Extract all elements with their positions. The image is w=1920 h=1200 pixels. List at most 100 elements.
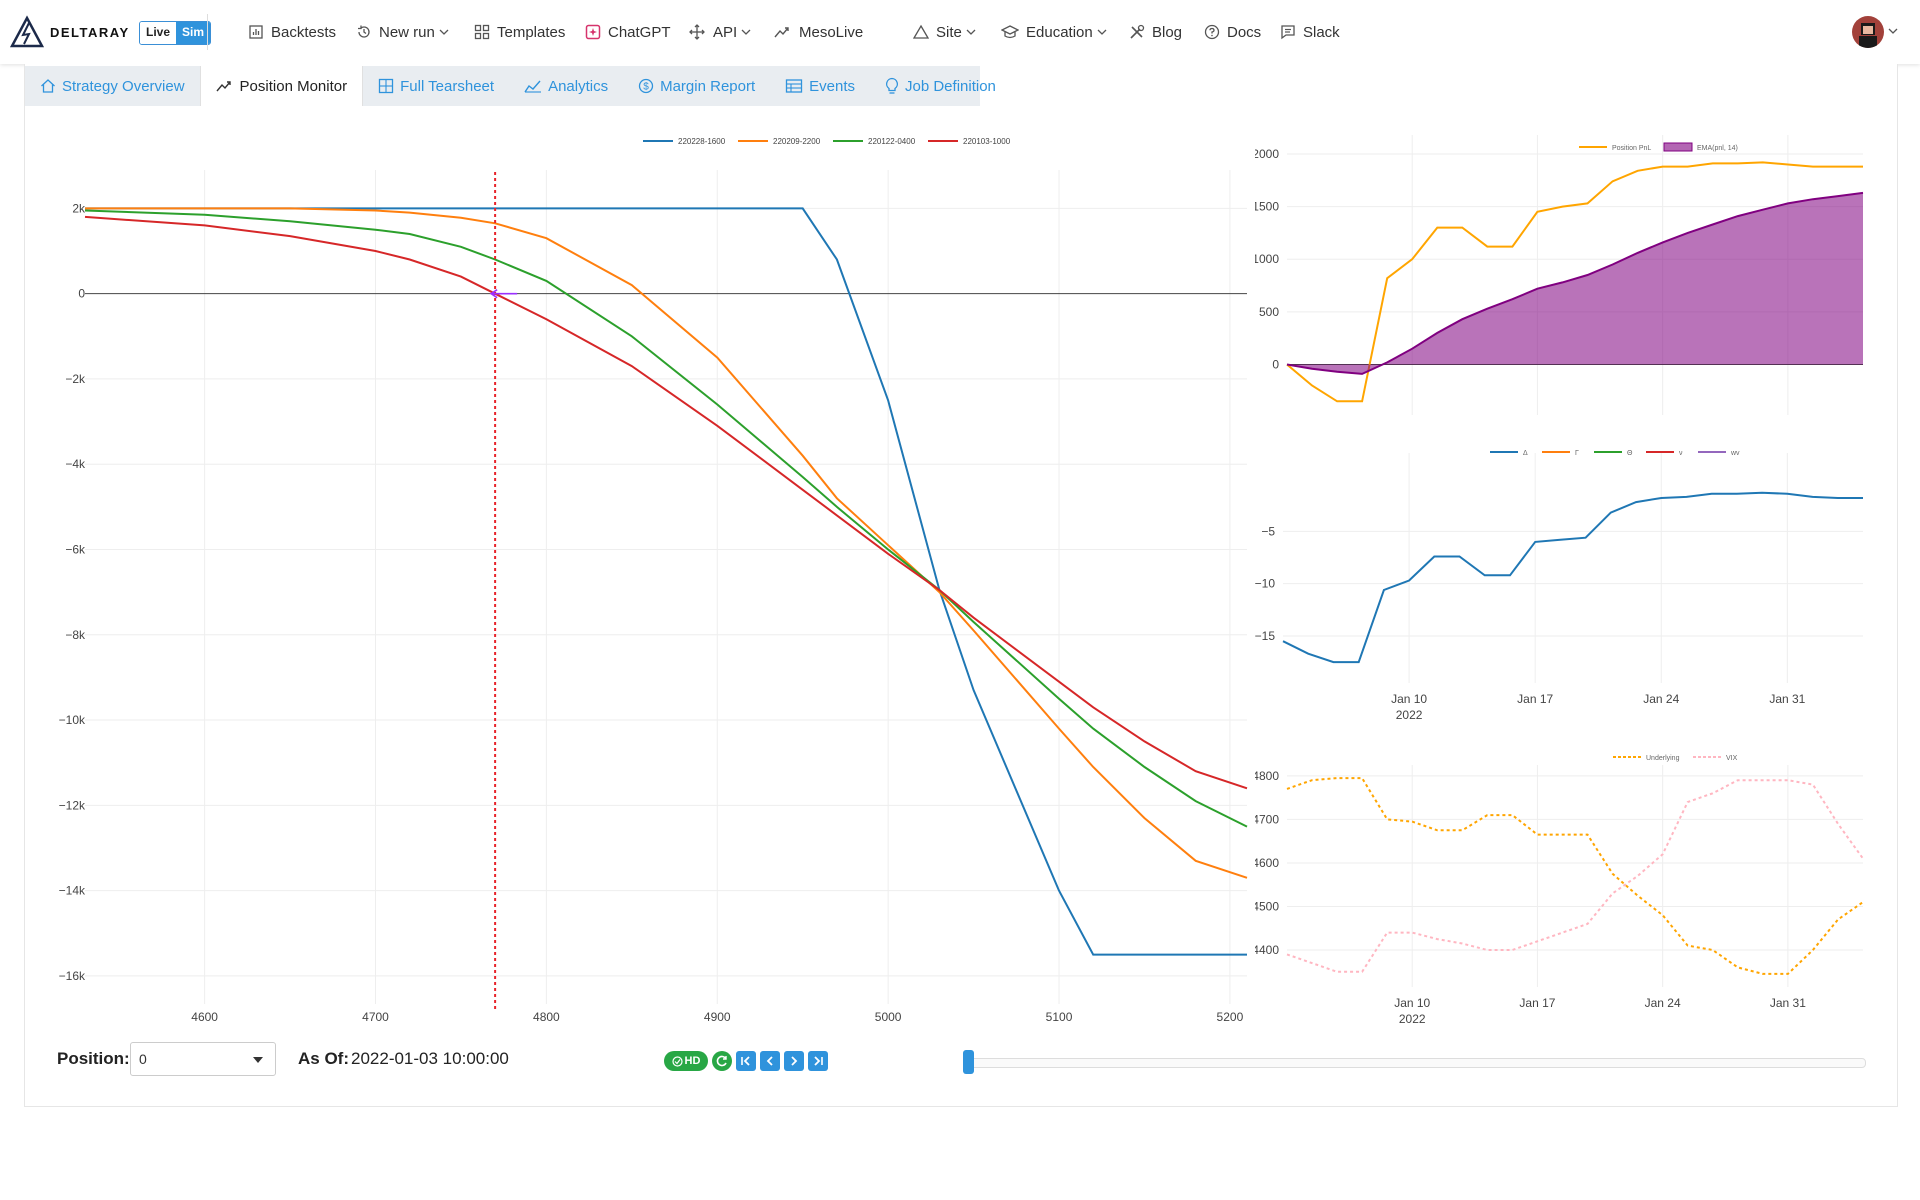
x-tick-label: 4600 bbox=[191, 1010, 218, 1024]
tab-position-monitor[interactable]: Position Monitor bbox=[199, 66, 364, 106]
x-tick-label: 4800 bbox=[533, 1010, 560, 1024]
nav-chatgpt-label: ChatGPT bbox=[608, 23, 671, 41]
x-tick-label: 4900 bbox=[704, 1010, 731, 1024]
nav-divider bbox=[207, 14, 208, 50]
hd-label: HD bbox=[684, 1055, 701, 1067]
hd-toggle-button[interactable]: HD bbox=[664, 1051, 708, 1071]
nav-api[interactable]: API bbox=[688, 18, 758, 46]
series-line-220122-0400 bbox=[84, 209, 1248, 828]
live-mode-option[interactable]: Live bbox=[140, 22, 177, 44]
deltaray-logo-icon bbox=[10, 15, 44, 48]
nav-education[interactable]: Education bbox=[1001, 18, 1114, 46]
analytics-icon bbox=[524, 80, 542, 93]
x-tick-label: Jan 17 bbox=[1517, 692, 1553, 706]
dollar-circle-icon: $ bbox=[638, 78, 654, 94]
time-slider-track[interactable] bbox=[966, 1058, 1866, 1068]
nav-chatgpt[interactable]: ChatGPT bbox=[585, 18, 671, 46]
svg-text:$: $ bbox=[643, 82, 649, 93]
prev-step-button[interactable] bbox=[760, 1051, 780, 1071]
nav-api-label: API bbox=[713, 23, 738, 41]
chevron-down-icon[interactable] bbox=[1888, 26, 1898, 36]
legend-label: Δ bbox=[1523, 450, 1528, 457]
user-avatar[interactable] bbox=[1852, 16, 1884, 48]
legend-label: Γ bbox=[1575, 450, 1579, 457]
skip-forward-icon bbox=[814, 1056, 823, 1066]
series-line-VIX bbox=[1286, 779, 1864, 973]
x-tick-label: 5000 bbox=[875, 1010, 902, 1024]
x-tick-label: 5200 bbox=[1217, 1010, 1244, 1024]
series-line-Position PnL bbox=[1286, 161, 1863, 403]
tab-bar: Strategy Overview Position Monitor Full … bbox=[25, 66, 996, 106]
y-tick-label: −10k bbox=[59, 713, 86, 727]
chevron-down-icon bbox=[439, 29, 449, 35]
nav-blog[interactable]: Blog bbox=[1129, 18, 1182, 46]
chevron-down-icon bbox=[741, 29, 751, 35]
y-tick-label: −12k bbox=[59, 798, 86, 812]
x-tick-year: 2022 bbox=[1399, 1012, 1426, 1026]
tab-job-definition[interactable]: Job Definition bbox=[870, 66, 1011, 106]
tab-label: Strategy Overview bbox=[62, 77, 185, 95]
last-step-button[interactable] bbox=[808, 1051, 828, 1071]
tab-analytics[interactable]: Analytics bbox=[509, 66, 623, 106]
legend-label: wv bbox=[1730, 450, 1740, 457]
y-tick-label: 1500 bbox=[1255, 200, 1279, 214]
risk-profile-chart[interactable]: 4600 4700 4800 4900 5000 5100 5200 2k 0 −2k −4k −6k… bbox=[25, 125, 1250, 1030]
refresh-icon bbox=[716, 1055, 727, 1067]
tab-margin-report[interactable]: $ Margin Report bbox=[623, 66, 770, 106]
nav-new-run[interactable]: New run bbox=[356, 18, 456, 46]
series-line-Δ bbox=[1282, 491, 1863, 664]
x-tick-label: 4700 bbox=[362, 1010, 389, 1024]
legend-label: 220228-1600 bbox=[678, 137, 726, 146]
next-step-button[interactable] bbox=[784, 1051, 804, 1071]
legend-label: Underlying bbox=[1646, 755, 1680, 762]
nav-templates-label: Templates bbox=[497, 23, 566, 41]
live-sim-toggle[interactable]: Live Sim bbox=[139, 21, 212, 45]
first-step-button[interactable] bbox=[736, 1051, 756, 1071]
x-tick-label: Jan 31 bbox=[1770, 424, 1806, 425]
tab-label: Analytics bbox=[548, 77, 609, 95]
y-tick-label: 4800 bbox=[1255, 769, 1279, 783]
breakeven-arrow-icon bbox=[489, 288, 498, 299]
legend-label: VIX bbox=[1726, 755, 1738, 762]
history-icon bbox=[358, 25, 370, 38]
underlying-vix-chart[interactable]: Jan 10 2022 Jan 17 Jan 24 Jan 31 4400 4500 4600… bbox=[1255, 740, 1865, 1030]
position-select[interactable]: 0 bbox=[130, 1042, 276, 1076]
tab-events[interactable]: Events bbox=[770, 66, 870, 106]
x-tick-label: Jan 24 bbox=[1645, 424, 1681, 425]
y-tick-label: −16k bbox=[59, 969, 86, 983]
x-tick-label: Jan 17 bbox=[1519, 996, 1555, 1010]
tab-full-tearsheet[interactable]: Full Tearsheet bbox=[363, 66, 509, 106]
tab-strategy-overview[interactable]: Strategy Overview bbox=[25, 66, 200, 106]
chevron-right-icon bbox=[791, 1056, 798, 1066]
brand-logo[interactable]: DELTARAY bbox=[10, 12, 130, 52]
nav-backtests[interactable]: Backtests bbox=[248, 18, 336, 46]
chat-icon bbox=[1281, 25, 1295, 40]
y-tick-label: −8k bbox=[65, 628, 86, 642]
nav-site-label: Site bbox=[936, 23, 962, 41]
y-tick-label: 4600 bbox=[1255, 856, 1279, 870]
nav-docs[interactable]: Docs bbox=[1204, 18, 1261, 46]
table-icon bbox=[785, 79, 803, 93]
sync-button[interactable] bbox=[712, 1051, 732, 1071]
nav-slack[interactable]: Slack bbox=[1280, 18, 1340, 46]
legend-label: Position PnL bbox=[1612, 145, 1651, 152]
y-tick-label: 4500 bbox=[1255, 899, 1279, 913]
chevron-down-icon bbox=[1097, 29, 1107, 35]
sim-mode-option[interactable]: Sim bbox=[176, 22, 211, 44]
nav-blog-label: Blog bbox=[1152, 23, 1183, 41]
time-slider-handle[interactable] bbox=[963, 1050, 974, 1074]
triangle-icon bbox=[913, 24, 929, 39]
position-monitor-card bbox=[24, 64, 1898, 1107]
y-tick-label: 0 bbox=[1272, 357, 1279, 371]
nav-mesolive[interactable]: MesoLive bbox=[774, 18, 863, 46]
nav-site[interactable]: Site bbox=[913, 18, 983, 46]
brand-name: DELTARAY bbox=[50, 24, 130, 40]
nav-templates[interactable]: Templates bbox=[474, 18, 565, 46]
y-tick-label: 500 bbox=[1259, 305, 1279, 319]
nav-backtests-label: Backtests bbox=[271, 23, 337, 41]
x-tick-label: Jan 10 bbox=[1391, 692, 1427, 706]
y-tick-label: 2000 bbox=[1255, 147, 1279, 161]
dropdown-caret-icon bbox=[253, 1057, 263, 1063]
